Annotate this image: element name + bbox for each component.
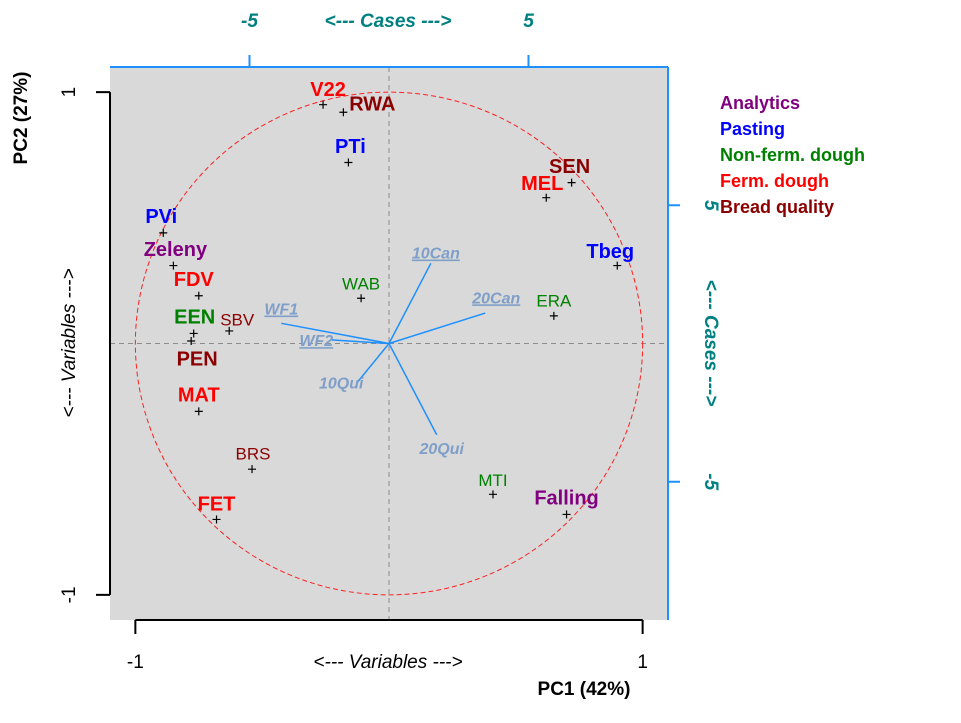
y2-tick-label: -5: [700, 473, 721, 490]
legend-entry: Non-ferm. dough: [720, 145, 865, 165]
point-label: WAB: [342, 275, 380, 294]
point: [549, 311, 558, 320]
case-label: 20Can: [471, 290, 520, 307]
point-label: SBV: [220, 310, 255, 329]
x-tick-label: -1: [127, 652, 144, 673]
y-tick-label: 1: [59, 87, 80, 98]
point: [542, 193, 551, 202]
cases-label-right: <--- Cases --->: [700, 280, 721, 407]
point-label: BRS: [236, 445, 271, 464]
point-label: PVi: [145, 206, 177, 228]
point-label: V22: [310, 79, 346, 101]
point-label: PEN: [177, 348, 218, 370]
legend-entry: Ferm. dough: [720, 171, 829, 191]
point-label: MAT: [178, 385, 220, 407]
case-vector: [356, 343, 390, 383]
point-label: Falling: [534, 488, 598, 510]
case-vector: [388, 343, 438, 436]
point-label: RWA: [349, 94, 395, 116]
point: [248, 465, 257, 474]
case-vector: [388, 262, 432, 344]
point: [357, 294, 366, 303]
point-label: MEL: [521, 173, 563, 195]
point-label: ERA: [536, 291, 572, 310]
point-label: Zeleny: [144, 239, 208, 261]
case-label: 10Qui: [319, 376, 364, 393]
point-label: SEN: [549, 156, 590, 178]
point: [159, 228, 168, 237]
point: [488, 490, 497, 499]
point: [613, 261, 622, 270]
x-tick-label: 1: [637, 652, 648, 673]
correlation-circle: [134, 91, 644, 596]
x2-tick-label: 5: [523, 11, 534, 32]
point-label: MTI: [478, 471, 507, 490]
point: [212, 515, 221, 524]
legend-entry: Analytics: [720, 93, 800, 113]
point-label: PTi: [335, 136, 366, 158]
point: [169, 261, 178, 270]
point-label: EEN: [174, 307, 215, 329]
point: [344, 158, 353, 167]
case-vector: [331, 339, 390, 345]
y-axis-title: PC2 (27%): [11, 72, 32, 165]
point: [225, 326, 234, 335]
point: [189, 329, 198, 338]
point-label: Tbeg: [586, 241, 634, 263]
point: [562, 510, 571, 519]
legend-entry: Bread quality: [720, 197, 834, 217]
legend-entry: Pasting: [720, 119, 785, 139]
point: [194, 407, 203, 416]
y2-tick-label: 5: [700, 200, 721, 211]
case-vector: [281, 322, 390, 345]
case-vector: [388, 312, 486, 345]
case-label: 20Qui: [418, 441, 464, 458]
case-label: 10Can: [412, 246, 460, 263]
point: [339, 108, 348, 117]
point: [194, 291, 203, 300]
variables-label-bottom: <--- Variables --->: [313, 652, 462, 673]
point: [319, 100, 328, 109]
x2-tick-label: -5: [241, 11, 258, 32]
x-axis-title: PC1 (42%): [538, 679, 631, 700]
variables-label-left: <--- Variables --->: [59, 268, 80, 417]
case-label: WF1: [264, 302, 298, 319]
point-label: FET: [198, 494, 236, 516]
point-label: FDV: [174, 269, 215, 291]
point: [567, 178, 576, 187]
point: [187, 336, 196, 345]
case-label: WF2: [299, 333, 333, 350]
cases-label-top: <--- Cases --->: [325, 11, 452, 32]
y-tick-label: -1: [59, 586, 80, 603]
